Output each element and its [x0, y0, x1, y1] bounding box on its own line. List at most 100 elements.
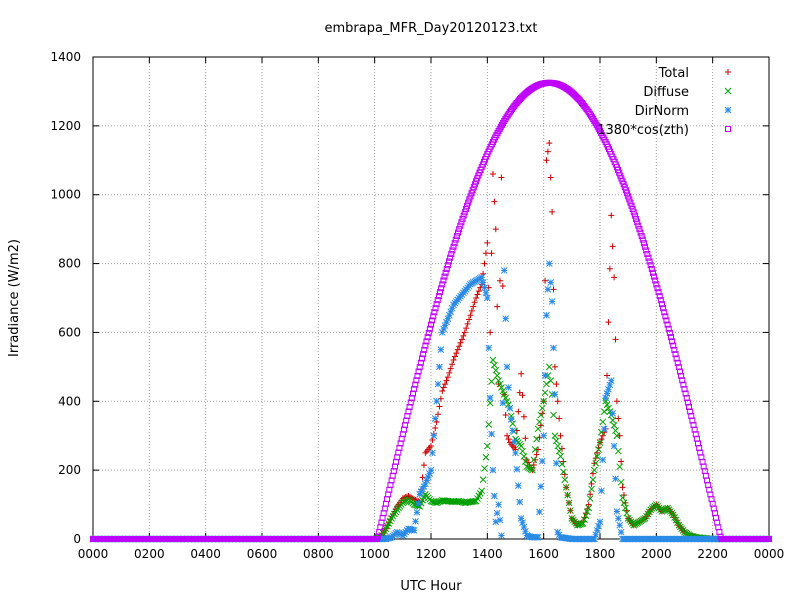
data-point [419, 485, 426, 493]
data-point [660, 305, 667, 312]
data-point [410, 527, 418, 534]
data-point [495, 377, 502, 384]
data-point [588, 485, 595, 493]
x-tick-label: 2200 [697, 547, 728, 561]
data-point [633, 215, 640, 222]
data-point [433, 301, 440, 308]
data-point [534, 533, 542, 541]
data-point [636, 226, 643, 233]
data-point [543, 157, 550, 164]
x-tick-label: 1800 [585, 547, 616, 561]
data-point [427, 466, 435, 474]
data-point [534, 425, 542, 433]
data-point [438, 329, 446, 336]
data-point [425, 329, 432, 336]
data-point [411, 386, 418, 393]
data-point [550, 344, 557, 352]
data-point [599, 418, 607, 426]
data-point [553, 381, 560, 388]
x-tick-label: 1600 [528, 547, 559, 561]
data-point [420, 462, 427, 469]
data-point [557, 432, 564, 439]
data-point [502, 412, 509, 419]
x-tick-label: 0000 [78, 547, 109, 561]
data-point [489, 356, 497, 364]
data-point [519, 519, 526, 526]
data-point [614, 514, 622, 522]
data-point [585, 504, 593, 512]
data-point [626, 196, 633, 203]
series-3 [90, 79, 772, 542]
data-point [440, 325, 448, 333]
data-point [478, 273, 486, 281]
data-point [536, 418, 543, 426]
data-point [444, 315, 452, 323]
data-point [498, 174, 505, 181]
data-point [406, 403, 413, 410]
data-point [471, 299, 478, 306]
data-point [627, 199, 634, 206]
data-point [538, 404, 546, 412]
data-point [491, 361, 498, 369]
data-point [642, 243, 649, 250]
data-point [444, 262, 451, 269]
data-point [536, 508, 543, 516]
data-point [498, 384, 505, 391]
data-point [466, 316, 473, 323]
data-point [474, 291, 481, 298]
data-point [431, 415, 439, 422]
data-point [454, 346, 461, 353]
data-point [615, 415, 622, 422]
data-point [579, 520, 587, 527]
data-point [562, 484, 570, 491]
data-point [673, 355, 680, 362]
data-point [612, 427, 619, 434]
data-point [451, 240, 458, 247]
data-point [520, 523, 528, 531]
data-point [492, 226, 499, 233]
data-point [481, 284, 488, 292]
data-point [458, 219, 465, 226]
data-point [585, 501, 592, 508]
data-point [662, 313, 669, 320]
data-point [423, 477, 431, 484]
data-point [429, 449, 436, 457]
data-point [658, 301, 665, 308]
data-point [447, 365, 454, 372]
data-point [434, 297, 441, 304]
data-point [544, 286, 552, 293]
data-point [541, 372, 549, 379]
data-point [679, 377, 686, 384]
data-point [415, 368, 422, 375]
data-point [453, 350, 460, 357]
data-point [457, 339, 464, 346]
data-point [420, 483, 428, 490]
data-point [672, 351, 679, 358]
data-point [547, 279, 555, 286]
data-point [541, 389, 549, 397]
data-point [605, 319, 612, 326]
data-point [522, 527, 529, 535]
data-point [598, 487, 605, 495]
data-point [531, 446, 539, 453]
data-point [529, 466, 536, 474]
data-point [460, 212, 467, 219]
data-point [439, 281, 446, 288]
data-point [470, 303, 477, 310]
data-point [640, 240, 647, 247]
data-point [461, 209, 468, 216]
legend-label: DirNorm [635, 104, 689, 119]
data-point [621, 504, 629, 512]
data-point [433, 397, 440, 405]
data-point [488, 378, 495, 385]
data-point [649, 269, 656, 276]
data-point [646, 258, 653, 265]
data-point [540, 432, 548, 440]
data-point [482, 250, 489, 257]
data-point [547, 174, 554, 181]
data-point [644, 251, 651, 258]
data-point [621, 184, 628, 191]
data-point [552, 459, 560, 467]
data-point [520, 453, 528, 460]
data-point [629, 206, 636, 213]
